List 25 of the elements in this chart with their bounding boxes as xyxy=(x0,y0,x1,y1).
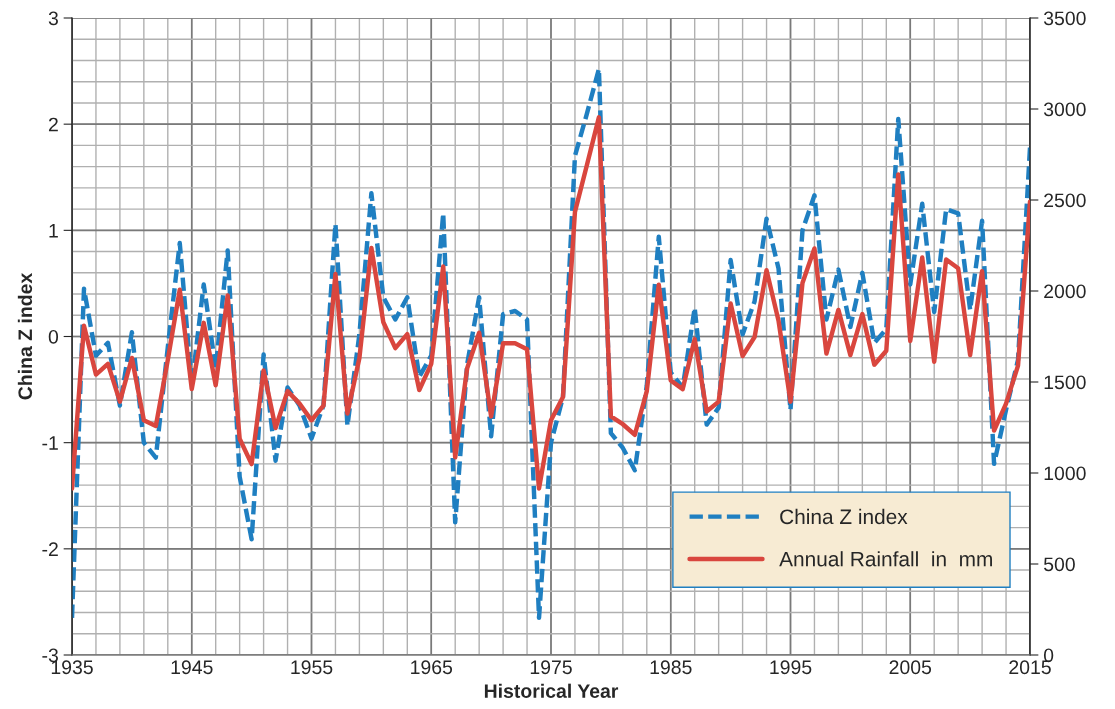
y-axis-title: China Z index xyxy=(17,272,33,400)
y-tick-label: 3 xyxy=(48,11,58,26)
legend-label: Annual Rainfall in mm xyxy=(779,551,992,567)
y-tick-label: 2 xyxy=(48,117,58,132)
y2-tick-label: 1000 xyxy=(1044,466,1086,481)
y-tick-label: 0 xyxy=(48,329,59,344)
x-tick-label: 1955 xyxy=(291,660,333,675)
y2-tick-label: 2000 xyxy=(1044,284,1086,299)
y2-tick-label: 3500 xyxy=(1043,11,1086,26)
x-tick-label: 1945 xyxy=(171,660,213,675)
legend-label: China Z index xyxy=(780,508,908,525)
y2-tick-label: 2500 xyxy=(1044,193,1086,208)
x-tick-label: 1985 xyxy=(650,660,692,675)
y2-tick-label: 3000 xyxy=(1043,102,1086,117)
y-tick-label: 1 xyxy=(49,224,58,238)
y2-tick-label: 1500 xyxy=(1044,375,1086,390)
line-series xyxy=(72,115,1030,491)
x-axis-title: Historical Year xyxy=(484,683,619,698)
y-tick-label: -1 xyxy=(42,436,58,450)
y2-tick-label: 500 xyxy=(1043,557,1075,572)
x-tick-label: 1975 xyxy=(530,660,572,675)
x-tick-label: 1965 xyxy=(411,660,453,675)
y-tick-label: -2 xyxy=(42,542,58,556)
x-tick-label: 1995 xyxy=(770,660,812,675)
x-tick-label: 2005 xyxy=(889,660,932,675)
